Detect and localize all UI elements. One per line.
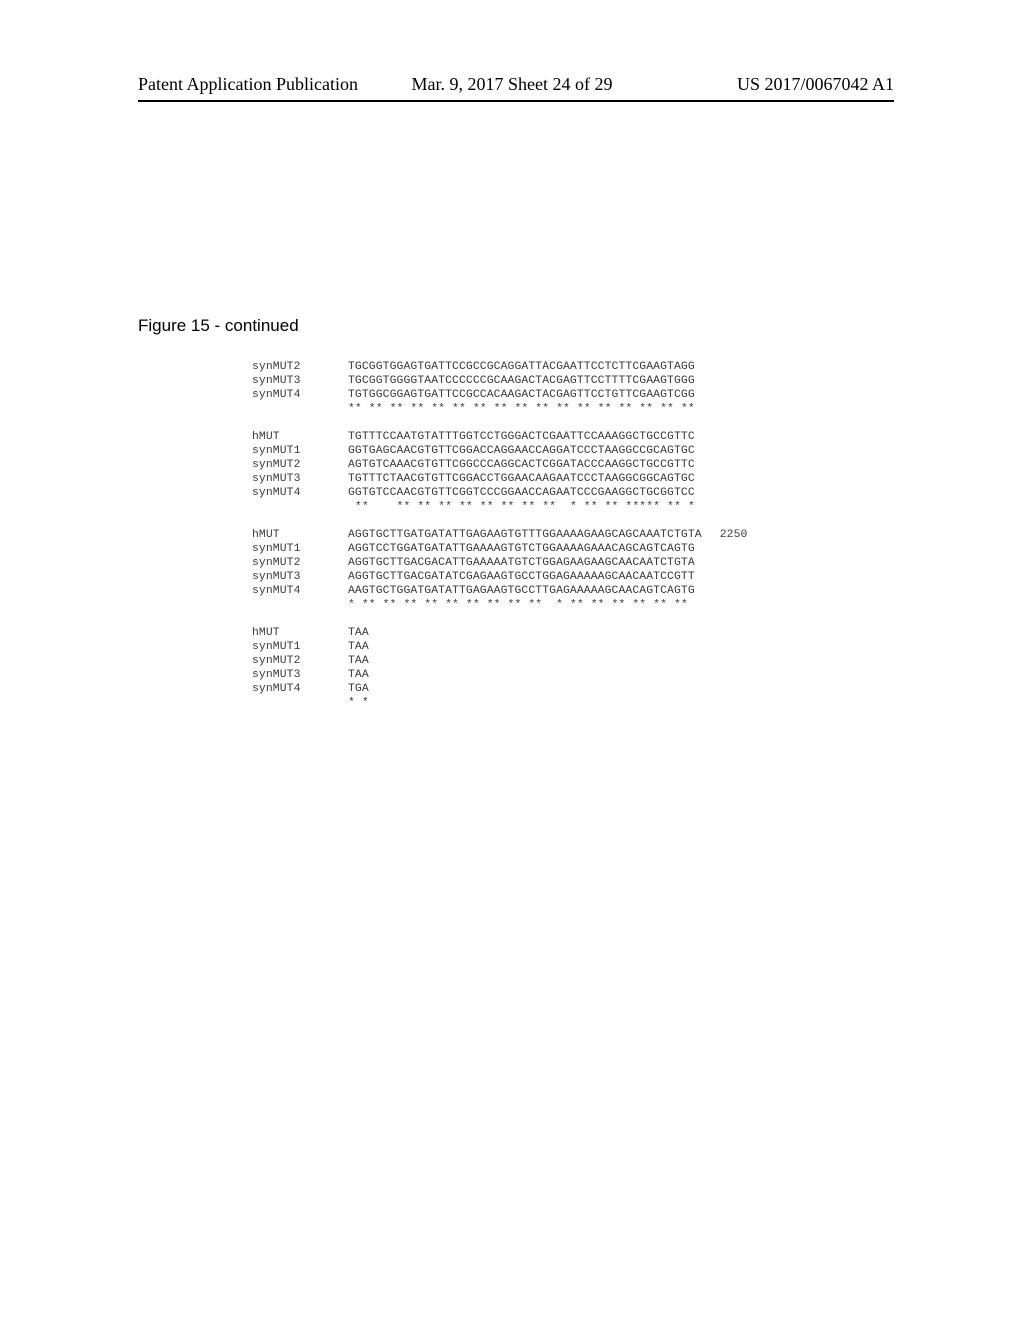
alignment-row-label: synMUT2 xyxy=(252,556,348,570)
alignment-block-gap xyxy=(252,612,747,626)
alignment-consensus-row: ** ** ** ** ** ** ** ** ** * ** ** *****… xyxy=(252,500,747,514)
figure-title: Figure 15 - continued xyxy=(138,316,299,336)
alignment-row-position: 2250 xyxy=(702,528,748,542)
alignment-row-sequence: TAA xyxy=(348,640,369,654)
header-rule xyxy=(138,100,894,102)
alignment-row: synMUT3TAA xyxy=(252,668,747,682)
alignment-row-sequence: GGTGAGCAACGTGTTCGGACCAGGAACCAGGATCCCTAAG… xyxy=(348,444,695,458)
alignment-row-label: synMUT2 xyxy=(252,360,348,374)
alignment-consensus-row: ** ** ** ** ** ** ** ** ** ** ** ** ** *… xyxy=(252,402,747,416)
alignment-row-sequence: AGGTCCTGGATGATATTGAAAAGTGTCTGGAAAAGAAACA… xyxy=(348,542,695,556)
alignment-row-label: synMUT4 xyxy=(252,388,348,402)
alignment-row-label: hMUT xyxy=(252,430,348,444)
alignment-consensus: * * xyxy=(348,696,369,710)
alignment-row-sequence: TGTGGCGGAGTGATTCCGCCACAAGACTACGAGTTCCTGT… xyxy=(348,388,695,402)
alignment-row-label: synMUT1 xyxy=(252,542,348,556)
alignment-row: synMUT4AAGTGCTGGATGATATTGAGAAGTGCCTTGAGA… xyxy=(252,584,747,598)
alignment-row: synMUT2AGTGTCAAACGTGTTCGGCCCAGGCACTCGGAT… xyxy=(252,458,747,472)
alignment-row: synMUT2TGCGGTGGAGTGATTCCGCCGCAGGATTACGAA… xyxy=(252,360,747,374)
alignment-row-sequence: TAA xyxy=(348,626,369,640)
alignment-row-label: synMUT2 xyxy=(252,654,348,668)
alignment-consensus: * ** ** ** ** ** ** ** ** ** * ** ** ** … xyxy=(348,598,695,612)
alignment-consensus-row: * * xyxy=(252,696,747,710)
alignment-row-label: synMUT4 xyxy=(252,682,348,696)
header-right: US 2017/0067042 A1 xyxy=(737,74,894,95)
alignment-row-sequence: TGTTTCCAATGTATTTGGTCCTGGGACTCGAATTCCAAAG… xyxy=(348,430,695,444)
alignment-row: synMUT3TGCGGTGGGGTAATCCCCCCGCAAGACTACGAG… xyxy=(252,374,747,388)
alignment-consensus-row: * ** ** ** ** ** ** ** ** ** * ** ** ** … xyxy=(252,598,747,612)
alignment-row: hMUTTGTTTCCAATGTATTTGGTCCTGGGACTCGAATTCC… xyxy=(252,430,747,444)
alignment-row-sequence: AGGTGCTTGACGACATTGAAAAATGTCTGGAGAAGAAGCA… xyxy=(348,556,695,570)
alignment-row: synMUT4TGA xyxy=(252,682,747,696)
alignment-row-label: synMUT4 xyxy=(252,584,348,598)
alignment-row: synMUT2TAA xyxy=(252,654,747,668)
alignment-row-label: hMUT xyxy=(252,626,348,640)
alignment-row-sequence: AAGTGCTGGATGATATTGAGAAGTGCCTTGAGAAAAAGCA… xyxy=(348,584,695,598)
alignment-consensus: ** ** ** ** ** ** ** ** ** * ** ** *****… xyxy=(348,500,695,514)
alignment-row-label: synMUT3 xyxy=(252,570,348,584)
alignment-row-label: synMUT1 xyxy=(252,444,348,458)
sequence-alignment: synMUT2TGCGGTGGAGTGATTCCGCCGCAGGATTACGAA… xyxy=(252,360,747,710)
alignment-row-label: synMUT3 xyxy=(252,668,348,682)
alignment-row-sequence: TAA xyxy=(348,668,369,682)
alignment-row-sequence: TGA xyxy=(348,682,369,696)
alignment-row-label: synMUT3 xyxy=(252,472,348,486)
page-header: Patent Application Publication Mar. 9, 2… xyxy=(0,74,1024,95)
alignment-row: synMUT3AGGTGCTTGACGATATCGAGAAGTGCCTGGAGA… xyxy=(252,570,747,584)
alignment-row: synMUT1TAA xyxy=(252,640,747,654)
header-left: Patent Application Publication xyxy=(138,74,358,95)
alignment-block-gap xyxy=(252,514,747,528)
alignment-row: synMUT4GGTGTCCAACGTGTTCGGTCCCGGAACCAGAAT… xyxy=(252,486,747,500)
alignment-block-gap xyxy=(252,416,747,430)
alignment-row: synMUT4TGTGGCGGAGTGATTCCGCCACAAGACTACGAG… xyxy=(252,388,747,402)
alignment-row-sequence: AGGTGCTTGACGATATCGAGAAGTGCCTGGAGAAAAAGCA… xyxy=(348,570,695,584)
alignment-row-sequence: TGCGGTGGAGTGATTCCGCCGCAGGATTACGAATTCCTCT… xyxy=(348,360,695,374)
alignment-row: hMUTAGGTGCTTGATGATATTGAGAAGTGTTTGGAAAAGA… xyxy=(252,528,747,542)
alignment-row-sequence: TGCGGTGGGGTAATCCCCCCGCAAGACTACGAGTTCCTTT… xyxy=(348,374,695,388)
page: Patent Application Publication Mar. 9, 2… xyxy=(0,0,1024,1320)
alignment-row-label: synMUT1 xyxy=(252,640,348,654)
alignment-row-sequence: AGGTGCTTGATGATATTGAGAAGTGTTTGGAAAAGAAGCA… xyxy=(348,528,702,542)
alignment-row-sequence: TGTTTCTAACGTGTTCGGACCTGGAACAAGAATCCCTAAG… xyxy=(348,472,695,486)
alignment-row-sequence: GGTGTCCAACGTGTTCGGTCCCGGAACCAGAATCCCGAAG… xyxy=(348,486,695,500)
alignment-consensus: ** ** ** ** ** ** ** ** ** ** ** ** ** *… xyxy=(348,402,702,416)
alignment-row-sequence: AGTGTCAAACGTGTTCGGCCCAGGCACTCGGATACCCAAG… xyxy=(348,458,695,472)
alignment-row-label: hMUT xyxy=(252,528,348,542)
alignment-row: hMUTTAA xyxy=(252,626,747,640)
alignment-row: synMUT3TGTTTCTAACGTGTTCGGACCTGGAACAAGAAT… xyxy=(252,472,747,486)
alignment-row-label: synMUT3 xyxy=(252,374,348,388)
alignment-row-sequence: TAA xyxy=(348,654,369,668)
alignment-row: synMUT1AGGTCCTGGATGATATTGAAAAGTGTCTGGAAA… xyxy=(252,542,747,556)
alignment-row-label: synMUT4 xyxy=(252,486,348,500)
alignment-row-label: synMUT2 xyxy=(252,458,348,472)
alignment-row: synMUT1GGTGAGCAACGTGTTCGGACCAGGAACCAGGAT… xyxy=(252,444,747,458)
alignment-row: synMUT2AGGTGCTTGACGACATTGAAAAATGTCTGGAGA… xyxy=(252,556,747,570)
